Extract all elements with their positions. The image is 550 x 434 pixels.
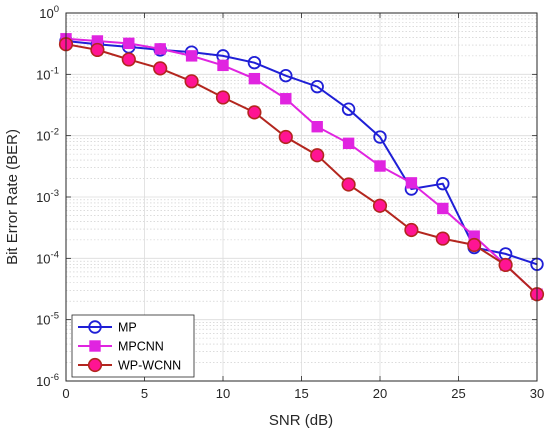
legend-label: WP-WCNN — [118, 359, 181, 373]
series-line — [65, 43, 538, 295]
data-point — [467, 237, 482, 253]
y-tick-labels: 10-6 10-5 10-4 10-3 10-2 10-1 100 — [36, 4, 59, 389]
legend-marker — [87, 357, 103, 373]
data-point — [341, 102, 356, 116]
series-line — [65, 40, 538, 266]
data-point — [405, 177, 418, 189]
legend-marker — [89, 340, 101, 352]
data-point — [437, 202, 449, 215]
data-point — [154, 43, 166, 55]
data-point — [247, 105, 262, 120]
x-tick-label: 20 — [373, 386, 387, 401]
x-tick-label: 5 — [141, 386, 148, 401]
data-point — [435, 231, 450, 246]
x-axis-title: SNR (dB) — [269, 412, 333, 429]
data-point — [184, 74, 199, 89]
data-point — [215, 90, 231, 105]
y-tick-label: 10-1 — [36, 65, 59, 82]
x-tick-label: 0 — [62, 386, 69, 401]
data-point — [341, 177, 356, 192]
series-line — [65, 37, 538, 295]
series-wp-wcnn — [58, 37, 545, 302]
data-point — [153, 61, 168, 76]
y-axis-title: Bit Error Rate (BER) — [4, 129, 21, 265]
data-point — [373, 130, 387, 144]
legend: MP MPCNN WP-WCNN — [71, 314, 195, 378]
data-point — [279, 68, 293, 83]
data-point — [248, 72, 261, 85]
data-point — [374, 160, 386, 172]
data-point — [278, 129, 293, 145]
data-point — [311, 121, 323, 133]
data-point — [280, 93, 292, 105]
legend-marker — [88, 320, 102, 334]
x-tick-label: 15 — [294, 386, 308, 401]
data-point — [404, 222, 419, 238]
y-tick-label: 10-4 — [36, 249, 59, 266]
y-tick-label: 10-5 — [36, 311, 59, 328]
y-tick-label: 10-3 — [36, 188, 59, 205]
data-point — [123, 37, 135, 50]
y-tick-label: 100 — [39, 4, 59, 21]
y-tick-label: 10-6 — [36, 372, 59, 389]
data-point — [247, 55, 262, 70]
x-tick-label: 25 — [451, 386, 465, 401]
legend-entry: MP — [78, 320, 137, 335]
data-point — [436, 176, 450, 191]
data-point — [121, 52, 136, 67]
data-point — [185, 50, 198, 62]
legend-label: MP — [118, 321, 137, 335]
data-point — [372, 198, 388, 213]
legend-label: MPCNN — [118, 340, 164, 354]
x-tick-labels: 0 5 10 15 20 25 30 — [62, 386, 544, 401]
data-point — [498, 257, 513, 273]
series-layer — [58, 33, 545, 302]
x-tick-label: 30 — [530, 386, 544, 401]
legend-entry: WP-WCNN — [78, 357, 181, 373]
data-point — [217, 59, 229, 72]
data-point — [310, 79, 324, 94]
x-tick-label: 10 — [216, 386, 230, 401]
y-tick-label: 10-2 — [36, 127, 59, 144]
legend-entry: MPCNN — [78, 340, 164, 354]
data-point — [310, 148, 325, 163]
data-point — [342, 137, 355, 150]
data-point — [90, 42, 105, 58]
axis-ticks — [65, 12, 538, 382]
